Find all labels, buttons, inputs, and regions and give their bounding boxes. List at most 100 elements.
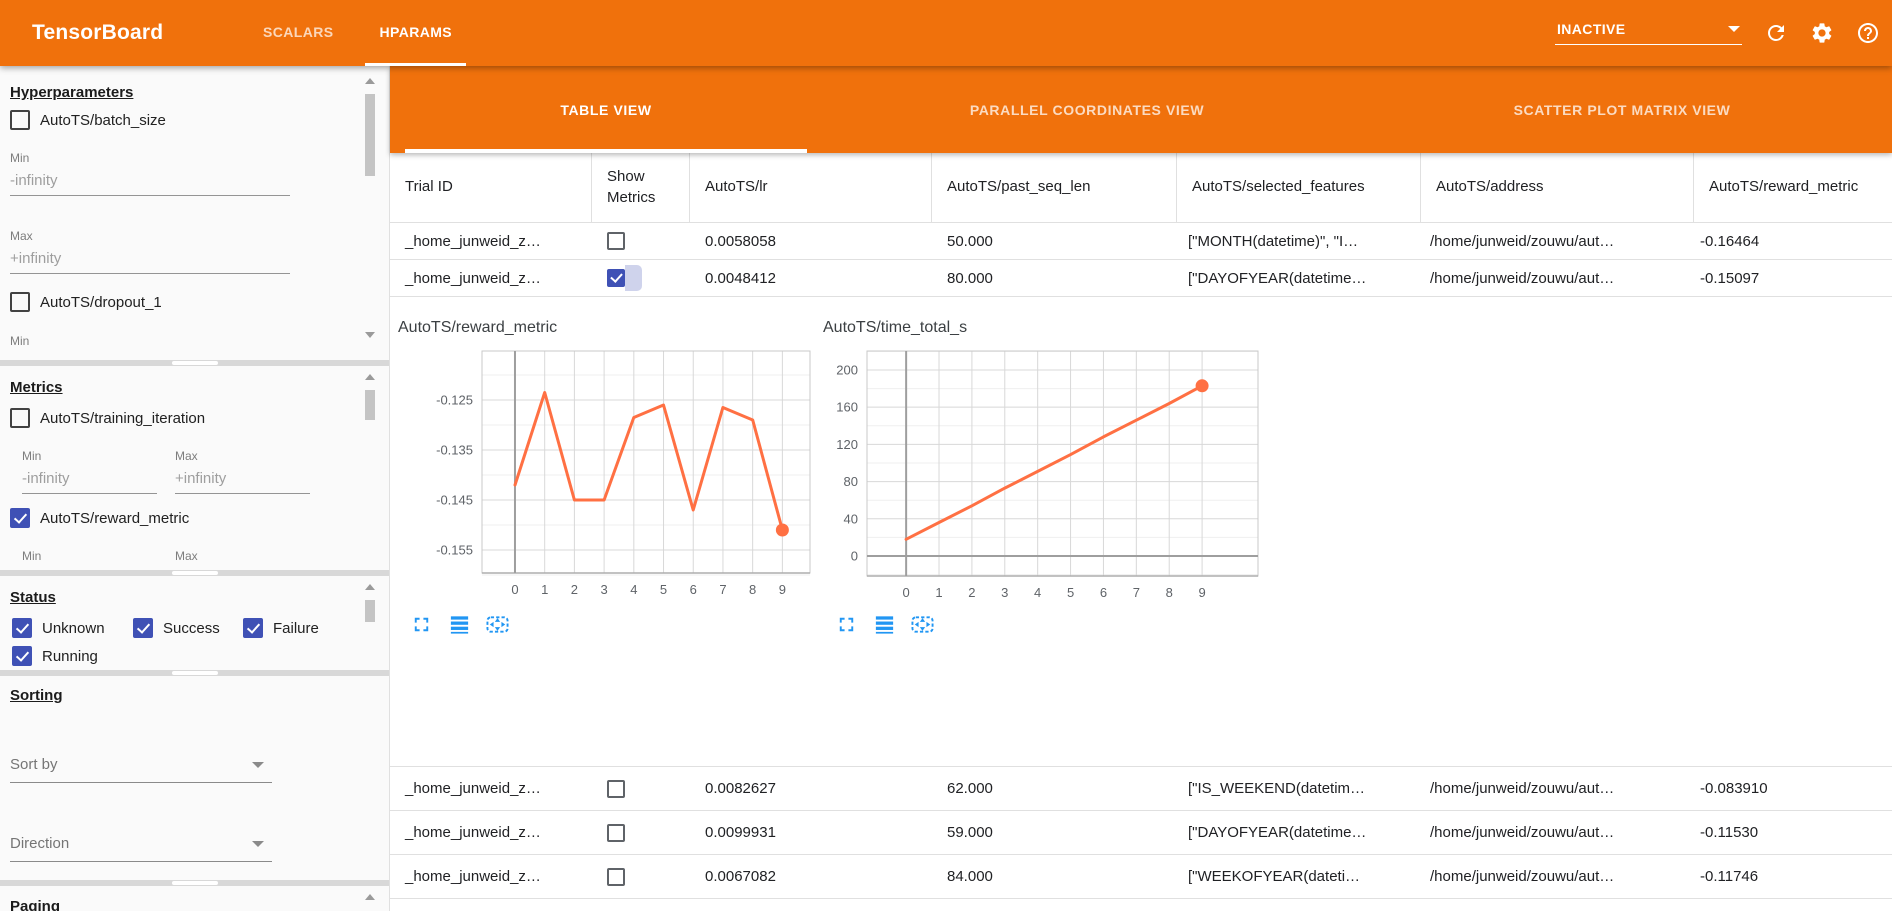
checkbox-unknown[interactable] (12, 618, 32, 638)
fullscreen-icon[interactable] (835, 613, 858, 636)
table-row: _home_junweid_z… 0.0067082 84.000 ["WEEK… (390, 855, 1892, 899)
toolbar-tabs: SCALARS HPARAMS (240, 0, 475, 66)
cell-reward-metric: -0.11530 (1700, 824, 1759, 841)
drag-handle (172, 361, 218, 365)
max-label: Max (175, 549, 198, 563)
checkbox-failure[interactable] (243, 618, 263, 638)
reward-metric-line-chart: -0.125 -0.135 -0.145 -0.155 0 1 2 3 4 5 6 7 8 9 (436, 350, 811, 597)
section-title: Paging (10, 898, 61, 911)
max-input[interactable]: +infinity (175, 470, 310, 494)
cell-selected-features: ["DAYOFYEAR(datetime… (1188, 824, 1367, 841)
cell-trial-id: _home_junweid_z… (405, 824, 541, 841)
section-scrollbar (363, 366, 377, 570)
checkbox-dropout[interactable] (10, 292, 30, 312)
cell-past-seq-len: 84.000 (947, 868, 993, 885)
cell-selected-features: ["MONTH(datetime)", "I… (1188, 232, 1359, 250)
help-icon[interactable] (1856, 21, 1880, 45)
scrollbar-thumb[interactable] (365, 390, 375, 420)
min-label: Min (22, 549, 42, 563)
checkbox-success[interactable] (133, 618, 153, 638)
svg-text:7: 7 (1133, 585, 1140, 600)
scroll-down-icon[interactable] (365, 332, 375, 338)
section-title: Sorting (10, 687, 63, 704)
cell-selected-features: ["WEEKOFYEAR(dateti… (1188, 868, 1361, 885)
scroll-up-icon[interactable] (365, 584, 375, 590)
scrollbar-thumb[interactable] (365, 94, 375, 176)
svg-text:160: 160 (836, 400, 858, 415)
data-table-icon[interactable] (873, 613, 896, 636)
checkbox-training-iteration[interactable] (10, 408, 30, 428)
scrollbar-thumb[interactable] (365, 600, 375, 622)
refresh-icon[interactable] (1764, 21, 1788, 45)
tab-scatter-plot-matrix-view[interactable]: SCATTER PLOT MATRIX VIEW (1352, 66, 1892, 153)
max-field-clipped: Max (175, 549, 310, 563)
param-label: AutoTS/dropout_1 (40, 293, 162, 311)
cell-lr: 0.0099931 (705, 824, 776, 841)
col-header-lr[interactable]: AutoTS/lr (690, 153, 932, 222)
time-total-line-chart: 0 40 80 120 160 200 0 1 2 3 4 5 6 7 8 9 (836, 350, 1259, 600)
show-metrics-checkbox[interactable] (607, 779, 625, 798)
active-tab-indicator (405, 149, 807, 153)
drag-handle (172, 571, 218, 575)
col-header-trial-id[interactable]: Trial ID (390, 153, 592, 222)
max-field[interactable]: Max +infinity (10, 229, 290, 274)
scroll-up-icon[interactable] (365, 374, 375, 380)
min-label: Min (22, 449, 42, 463)
svg-text:-0.135: -0.135 (436, 443, 473, 458)
show-metrics-checkbox[interactable] (607, 269, 625, 287)
direction-select[interactable]: Direction (10, 835, 272, 862)
col-header-show-metrics[interactable]: Show Metrics (592, 153, 690, 222)
metric-row-training-iteration: AutoTS/training_iteration (10, 408, 205, 428)
cell-trial-id: _home_junweid_z… (405, 868, 541, 885)
metric-label: AutoTS/training_iteration (40, 409, 206, 427)
cell-address: /home/junweid/zouwu/aut… (1430, 824, 1615, 841)
col-header-reward-metric[interactable]: AutoTS/reward_metric (1709, 178, 1859, 196)
section-scrollbar (363, 886, 377, 911)
min-input[interactable]: -infinity (22, 470, 157, 494)
min-field[interactable]: Min -infinity (22, 449, 157, 494)
section-resize-handle[interactable] (0, 880, 389, 886)
tab-table-view[interactable]: TABLE VIEW (390, 66, 822, 153)
section-resize-handle[interactable] (0, 570, 389, 576)
col-header-selected-features[interactable]: AutoTS/selected_features (1177, 153, 1421, 222)
svg-text:-0.155: -0.155 (436, 543, 473, 558)
show-metrics-checkbox[interactable] (607, 867, 625, 886)
settings-gear-icon[interactable] (1810, 21, 1834, 45)
section-resize-handle[interactable] (0, 360, 389, 366)
metric-row-reward-metric: AutoTS/reward_metric (10, 508, 189, 528)
cell-past-seq-len: 59.000 (947, 824, 993, 841)
pan-zoom-icon[interactable] (486, 613, 509, 636)
svg-text:-0.145: -0.145 (436, 493, 473, 508)
scroll-up-icon[interactable] (365, 894, 375, 900)
min-field[interactable]: Min -infinity (10, 151, 290, 196)
svg-text:1: 1 (541, 582, 548, 597)
max-field[interactable]: Max +infinity (175, 449, 310, 494)
pan-zoom-icon[interactable] (911, 613, 934, 636)
run-status-select[interactable]: INACTIVE (1555, 21, 1742, 45)
section-resize-handle[interactable] (0, 670, 389, 676)
min-input[interactable]: -infinity (10, 172, 290, 196)
param-row-batch-size: AutoTS/batch_size (10, 110, 166, 130)
col-header-past-seq-len[interactable]: AutoTS/past_seq_len (932, 153, 1177, 222)
checkbox-batch-size[interactable] (10, 110, 30, 130)
data-table-icon[interactable] (448, 613, 471, 636)
fullscreen-icon[interactable] (410, 613, 433, 636)
scroll-up-icon[interactable] (365, 78, 375, 84)
col-header-address[interactable]: AutoTS/address (1421, 153, 1694, 222)
show-metrics-checkbox[interactable] (607, 232, 625, 250)
svg-text:200: 200 (836, 362, 858, 377)
tab-hparams[interactable]: HPARAMS (365, 0, 467, 66)
cell-trial-id: _home_junweid_z… (405, 232, 541, 250)
cell-lr: 0.0067082 (705, 868, 776, 885)
status-failure: Failure (243, 618, 319, 638)
checkbox-reward-metric[interactable] (10, 508, 30, 528)
tab-parallel-coordinates-view[interactable]: PARALLEL COORDINATES VIEW (822, 66, 1352, 153)
sort-by-select[interactable]: Sort by (10, 756, 272, 783)
show-metrics-checkbox[interactable] (607, 823, 625, 842)
min-label: Min (10, 334, 30, 348)
svg-text:8: 8 (1166, 585, 1173, 600)
svg-text:0: 0 (851, 549, 858, 564)
tab-scalars[interactable]: SCALARS (263, 23, 334, 40)
checkbox-running[interactable] (12, 646, 32, 666)
max-input[interactable]: +infinity (10, 250, 290, 274)
